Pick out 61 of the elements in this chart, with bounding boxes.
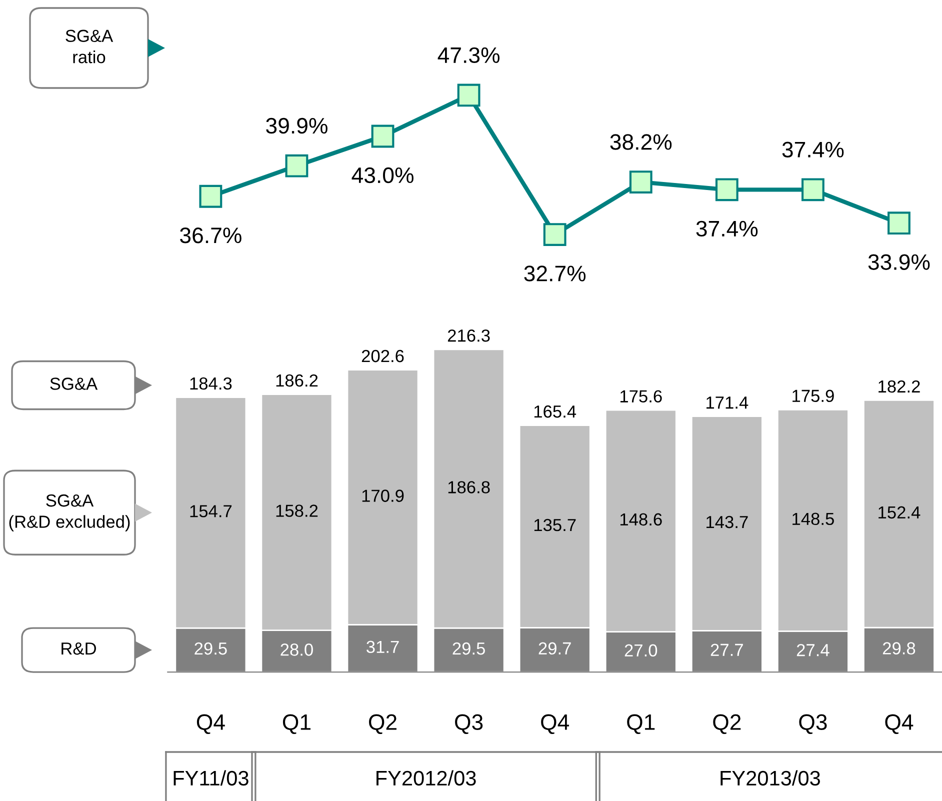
data-label: 148.5 (792, 512, 834, 526)
data-label: 29.5 (452, 642, 485, 655)
data-label: 29.7 (538, 642, 571, 655)
data-label: 27.7 (710, 644, 743, 656)
data-label: 31.7 (366, 640, 399, 654)
point (801, 178, 824, 202)
total-label: 175.9 (792, 390, 834, 402)
point (629, 170, 652, 194)
x-tick-label: Q4 (541, 714, 570, 734)
x-tick-label: Q1 (282, 714, 310, 734)
x-tick-label: Q1 (627, 714, 655, 734)
text: FY2013/03 (720, 770, 820, 786)
x-tick-label: Q3 (799, 714, 827, 734)
x-tick-label: Q2 (713, 714, 741, 734)
point (888, 212, 910, 235)
data-label: 143.7 (706, 516, 748, 528)
text: SG&A (R&D excluded) (9, 494, 130, 532)
data-label: 38.2% (610, 134, 672, 150)
data-label: 39.9% (266, 118, 328, 134)
point (371, 124, 394, 148)
point (715, 178, 738, 202)
data-label: 37.4% (782, 142, 844, 158)
text: FY2012/03 (376, 770, 476, 786)
data-label: 27.4 (796, 644, 830, 656)
data-label: 135.7 (534, 518, 576, 532)
point (285, 154, 308, 178)
total-label: 184.3 (190, 377, 232, 390)
text: SG&A (50, 378, 98, 390)
data-label: 36.7% (180, 228, 242, 244)
data-label: 148.6 (620, 513, 662, 526)
total-label: 175.6 (620, 390, 662, 402)
legend-label: R&D (62, 642, 96, 655)
data-label: 29.8 (882, 642, 916, 654)
x-tick-label: Q4 (196, 714, 225, 734)
legend-label: SG&A ratio (66, 30, 114, 64)
data-label: 47.3% (438, 47, 500, 64)
text: FY11/03 (174, 770, 248, 786)
total-label: 202.6 (362, 350, 404, 362)
point (543, 223, 566, 246)
total-label: 171.4 (706, 396, 748, 409)
point (457, 84, 480, 107)
total-label: 165.4 (534, 405, 576, 418)
data-label: 158.2 (276, 504, 318, 517)
data-label: 43.0% (352, 167, 414, 184)
data-label: 186.8 (448, 481, 490, 494)
total-label: 182.2 (878, 380, 920, 393)
data-label: 37.4% (696, 220, 758, 237)
data-label: 28.0 (280, 644, 313, 656)
total-label: 216.3 (448, 329, 490, 342)
x-tick-label: Q2 (368, 714, 396, 734)
data-label: 154.7 (190, 505, 232, 518)
x-tick-label: Q4 (885, 714, 914, 734)
total-label: 186.2 (276, 374, 318, 387)
data-label: 33.9% (868, 254, 930, 270)
point (199, 184, 222, 208)
data-label: 170.9 (362, 490, 404, 502)
x-tick-label: Q3 (455, 714, 483, 734)
data-label: 27.0 (624, 644, 658, 657)
data-label: 29.5 (194, 642, 227, 655)
data-label: 32.7% (524, 266, 586, 282)
data-label: 152.4 (878, 506, 920, 519)
